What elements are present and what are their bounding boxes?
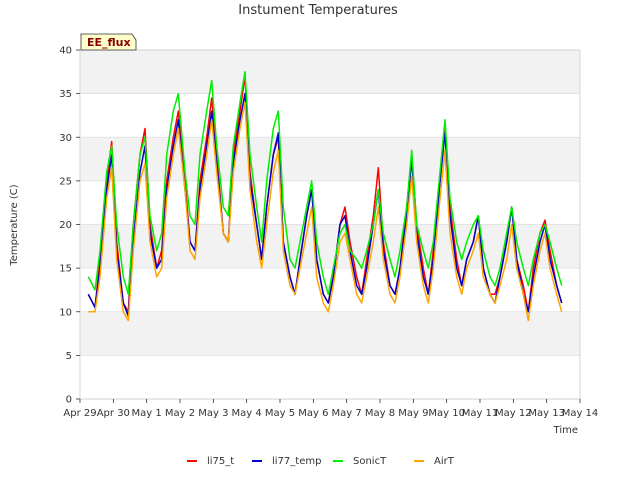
- x-tick-label: May 10: [428, 408, 465, 419]
- x-tick-label: Apr 29: [63, 408, 96, 419]
- y-axis-label: Temperature (C): [9, 184, 20, 266]
- y-tick-label: 10: [59, 307, 72, 318]
- chart-title: Instument Temperatures: [238, 3, 398, 18]
- y-tick-label: 25: [59, 176, 72, 187]
- x-tick-labels: Apr 29 Apr 30 May 1 May 2 May 3 May 4 May 5 May…: [63, 399, 598, 419]
- plot-band: [80, 137, 580, 181]
- x-tick-label: May 13: [528, 408, 565, 419]
- x-tick-label: May 8: [365, 408, 395, 419]
- x-axis-label: Time: [553, 425, 578, 436]
- x-tick-label: May 9: [398, 408, 428, 419]
- series-line-airt: [88, 101, 563, 322]
- y-tick-labels: 0 5 10 15 20 25 30 35 40: [59, 46, 80, 406]
- legend-label: li77_temp: [272, 456, 321, 467]
- legend-label: SonicT: [353, 456, 387, 467]
- y-tick-label: 20: [59, 220, 72, 231]
- y-tick-label: 35: [59, 89, 72, 100]
- y-tick-label: 30: [59, 133, 72, 144]
- ee-flux-badge: EE_flux: [80, 33, 137, 51]
- series-line-sonict: [87, 71, 563, 296]
- x-tick-label: May 2: [165, 408, 195, 419]
- plot-band: [80, 50, 580, 94]
- x-tick-label: May 11: [462, 408, 499, 419]
- x-tick-label: May 7: [332, 408, 362, 419]
- y-tick-label: 15: [59, 264, 72, 275]
- x-tick-label: May 3: [198, 408, 228, 419]
- x-tick-label: May 14: [562, 408, 599, 419]
- series-layer: [87, 71, 563, 322]
- plot-band: [80, 311, 580, 356]
- x-tick-label: May 1: [132, 408, 162, 419]
- y-tick-label: 0: [66, 395, 72, 406]
- x-tick-label: May 5: [265, 408, 295, 419]
- y-tick-label: 40: [59, 46, 72, 57]
- legend-label: li75_t: [207, 456, 234, 467]
- x-tick-label: Apr 30: [97, 408, 130, 419]
- legend: li75_t li77_temp SonicT AirT: [187, 456, 455, 467]
- x-tick-label: May 12: [495, 408, 532, 419]
- series-line-li77-temp: [87, 92, 563, 317]
- y-tick-label: 5: [66, 351, 72, 362]
- badge-label: EE_flux: [87, 36, 131, 49]
- x-tick-label: May 4: [232, 408, 262, 419]
- x-tick-label: May 6: [298, 408, 328, 419]
- legend-label: AirT: [434, 456, 455, 467]
